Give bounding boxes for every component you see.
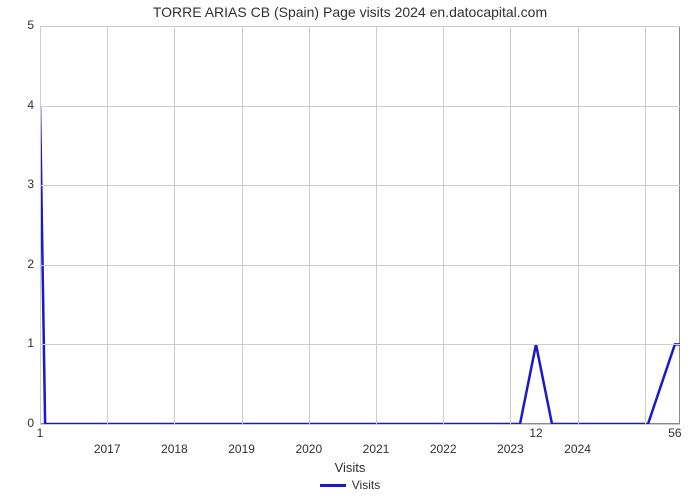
grid-line-vertical	[107, 26, 108, 424]
grid-line-horizontal	[40, 344, 680, 345]
y-tick-label: 0	[10, 416, 34, 430]
grid-line-horizontal	[40, 265, 680, 266]
x-tick-year: 2024	[564, 442, 591, 456]
legend-label: Visits	[352, 478, 380, 492]
grid-line-horizontal	[40, 26, 680, 27]
plot-area	[40, 26, 680, 424]
chart-title: TORRE ARIAS CB (Spain) Page visits 2024 …	[0, 4, 700, 20]
chart-container: TORRE ARIAS CB (Spain) Page visits 2024 …	[0, 0, 700, 500]
x-tick-year: 2021	[363, 442, 390, 456]
x-tick-year: 2023	[497, 442, 524, 456]
y-tick-label: 4	[10, 98, 34, 112]
grid-line-horizontal	[40, 185, 680, 186]
x-tick-year: 2018	[161, 442, 188, 456]
x-tick-value: 12	[529, 426, 542, 440]
x-tick-value: 1	[37, 426, 44, 440]
grid-line-horizontal	[40, 106, 680, 107]
grid-line-vertical	[578, 26, 579, 424]
x-tick-year: 2017	[94, 442, 121, 456]
grid-line-vertical	[645, 26, 646, 424]
grid-line-vertical	[510, 26, 511, 424]
grid-line-vertical	[443, 26, 444, 424]
legend-swatch	[320, 484, 346, 487]
legend: Visits	[0, 478, 700, 492]
grid-line-vertical	[309, 26, 310, 424]
grid-line-vertical	[40, 26, 41, 424]
x-tick-year: 2019	[228, 442, 255, 456]
x-tick-value: 56	[668, 426, 681, 440]
grid-line-vertical	[376, 26, 377, 424]
x-tick-year: 2022	[430, 442, 457, 456]
y-tick-label: 3	[10, 177, 34, 191]
grid-line-vertical	[174, 26, 175, 424]
x-tick-year: 2020	[295, 442, 322, 456]
y-tick-label: 2	[10, 257, 34, 271]
x-axis-label: Visits	[0, 460, 700, 475]
grid-line-horizontal	[40, 424, 680, 425]
y-tick-label: 1	[10, 336, 34, 350]
y-tick-label: 5	[10, 18, 34, 32]
grid-line-vertical	[242, 26, 243, 424]
visits-line	[40, 26, 680, 424]
